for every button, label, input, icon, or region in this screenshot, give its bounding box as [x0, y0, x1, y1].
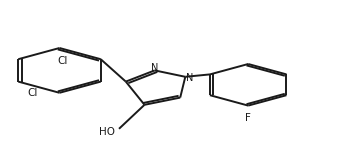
Text: N: N	[151, 64, 158, 73]
Text: HO: HO	[99, 127, 115, 137]
Text: N: N	[186, 73, 193, 83]
Text: F: F	[245, 113, 251, 123]
Text: Cl: Cl	[27, 88, 37, 98]
Text: Cl: Cl	[58, 56, 68, 66]
